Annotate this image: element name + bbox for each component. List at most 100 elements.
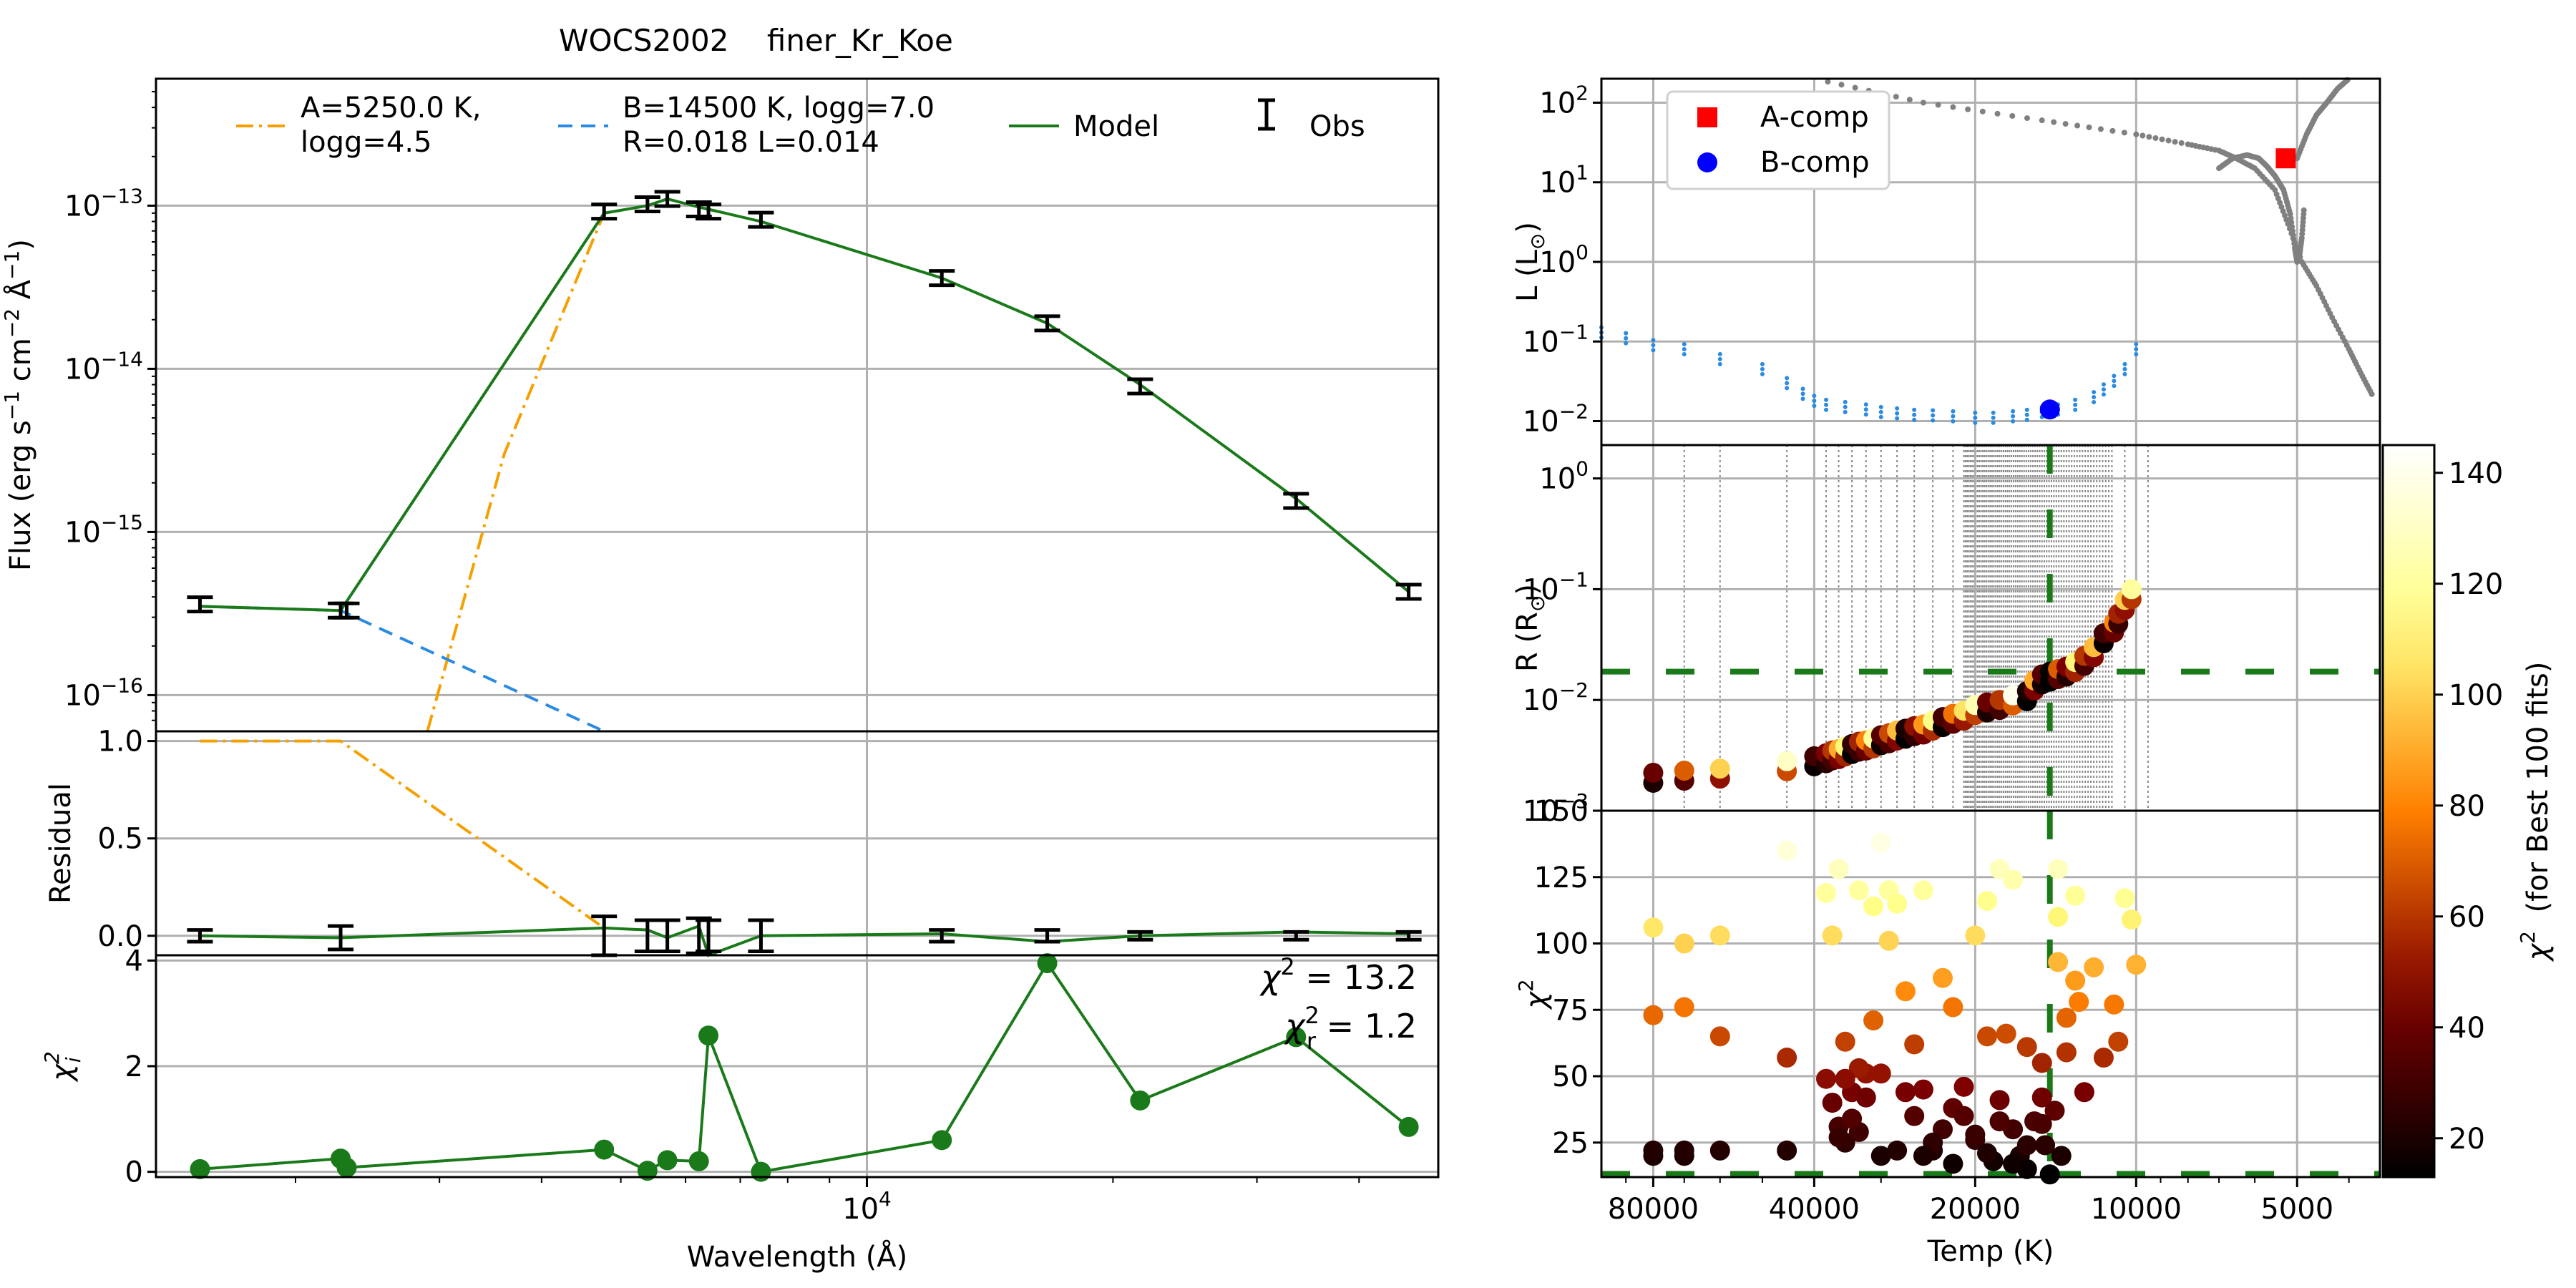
chi-xtick-label-exp: 4 [879, 1187, 892, 1211]
hr-wd-model-point [1624, 331, 1629, 336]
sed-ytick-label-exp: −16 [101, 673, 143, 697]
radius-ytick-label: 10−3 [1523, 789, 1589, 828]
hr-wd-model-point [1785, 376, 1790, 381]
hr-wd-model-point [1651, 338, 1656, 343]
chi-point [1130, 1090, 1151, 1111]
hr-wd-model-point [1973, 420, 1978, 425]
chisq-point [2016, 1135, 2037, 1156]
hr-wd-model-point [1824, 402, 1829, 407]
chisq-point [2016, 1037, 2037, 1058]
chi-line [200, 960, 1410, 1174]
sed-ytick-label: 10−14 [64, 347, 143, 386]
hr-wd-model-point [1878, 404, 1883, 409]
hr-isochrone-point [2051, 119, 2057, 125]
hr-isochrone-point [1852, 84, 1858, 91]
chisq-ytick-label: 150 [1534, 795, 1589, 828]
chisq-point [1913, 1079, 1933, 1100]
hr-ylabel-end: ) [1511, 222, 1544, 233]
chisq-point [1913, 1146, 1933, 1166]
hr-isochrone-point [2289, 223, 2296, 230]
hr-isochrone-point [2159, 136, 2165, 142]
colorbar [2381, 444, 2436, 1179]
chi-point [657, 1150, 678, 1171]
chi-point [1037, 953, 1058, 974]
hr-ytick-label-exp: −2 [1559, 400, 1589, 424]
sed-ylabel-part: cm [4, 338, 37, 391]
chisq-point [2056, 1008, 2077, 1028]
hr-wd-model-point [1651, 343, 1656, 348]
radius-point [1777, 751, 1797, 771]
chisq-point [2051, 1146, 2072, 1166]
hr-acomp-marker [2275, 148, 2296, 169]
chisq-point [1895, 1082, 1916, 1103]
hr-wd-model-point [1912, 407, 1917, 412]
colorbar-tick-label: 40 [2449, 1012, 2485, 1045]
radius-ytick-label: 10−2 [1523, 678, 1589, 717]
hr-wd-model-point [2073, 402, 2078, 407]
hr-isochrone-point [1838, 82, 1845, 88]
hr-wd-model-point [2134, 347, 2139, 352]
hr-wd-model-point [1951, 409, 1956, 414]
legend-label-3: Obs [1309, 110, 1365, 143]
chisq-xtick-label: 20000 [1930, 1193, 2021, 1226]
hr-isochrone-point [2288, 215, 2294, 221]
chisq-point [1848, 1058, 1869, 1078]
chisq-xtick-label: 5000 [2260, 1193, 2333, 1226]
hr-wd-model-point [2112, 374, 2117, 379]
hr-legend-bcomp-label: B-comp [1760, 146, 1870, 179]
hr-legend-bcomp-marker [1697, 152, 1717, 172]
chi-point [190, 1158, 210, 1179]
hr-wd-model-point [1912, 417, 1917, 422]
hr-isochrone-point [2062, 121, 2069, 127]
colorbar-label-end: (for Best 100 fits) [2522, 662, 2555, 931]
sed-ytick-label-base: 10 [64, 516, 101, 549]
chi-point [751, 1161, 771, 1182]
hr-legend-box [1666, 90, 1890, 190]
res-acomp-line [200, 739, 605, 930]
hr-isochrone-point [1893, 94, 1899, 100]
hr-isochrone-point [1920, 99, 1926, 106]
hr-isochrone-point [2290, 236, 2297, 243]
hr-wd-model-point [1863, 402, 1868, 407]
chi-annotation-0: χ2 = 13.2 [1259, 953, 1417, 997]
chisq-point [2104, 994, 2124, 1015]
hr-isochrone-point [2290, 232, 2296, 238]
xlabel-temp: Temp (K) [1927, 1235, 2054, 1268]
res-ytick-label: 0.0 [97, 920, 143, 953]
colorbar-tick-label: 100 [2449, 679, 2503, 712]
sed-ytick-label-exp: −14 [101, 347, 143, 371]
hr-ylabel-main: L (L [1511, 249, 1544, 302]
colorbar-tick-label: 120 [2449, 568, 2503, 601]
chisq-point [1674, 933, 1694, 954]
hr-ytick-label-exp: −1 [1559, 320, 1589, 343]
chisq-xtick-label: 10000 [2091, 1193, 2182, 1226]
hr-isochrone-point [1825, 79, 1831, 85]
chisq-point [1822, 925, 1843, 946]
hr-isochrone-point [2152, 135, 2159, 141]
radius-ylabel-main: R (R [1511, 612, 1544, 672]
chisq-point [1835, 1068, 1855, 1089]
chisq-point [2003, 869, 2024, 890]
hr-wd-model-point [1951, 419, 1956, 424]
sed-ylabel-part: −1 [0, 391, 24, 420]
chi-ylabel-sub: i [62, 1057, 85, 1063]
hr-ytick-label-base: 10 [1523, 406, 1559, 439]
radius-ytick-label-base: 10 [1523, 573, 1559, 606]
radius-ytick-label: 100 [1539, 457, 1589, 496]
hr-isochrone-point [2133, 131, 2140, 137]
chi-annotation-value: = 1.2 [1316, 1007, 1417, 1045]
hr-isochrone-point [2368, 391, 2375, 397]
hr-isochrone-point [2287, 211, 2293, 218]
hr-wd-model-point [2122, 371, 2127, 376]
chi-xtick-label: 104 [842, 1187, 892, 1226]
chisq-point [2074, 1082, 2094, 1103]
sed-ylabel-part: Å [3, 279, 37, 308]
hr-wd-model-point [1895, 406, 1900, 411]
chisq-point [1816, 1068, 1837, 1089]
radius-point [2121, 579, 2142, 600]
chisq-point [1863, 1010, 1884, 1031]
chisq-point [2065, 970, 2086, 991]
chisq-point [1976, 891, 1997, 912]
hr-isochrone-point [2172, 139, 2178, 145]
legend-label-2: Model [1073, 110, 1159, 143]
